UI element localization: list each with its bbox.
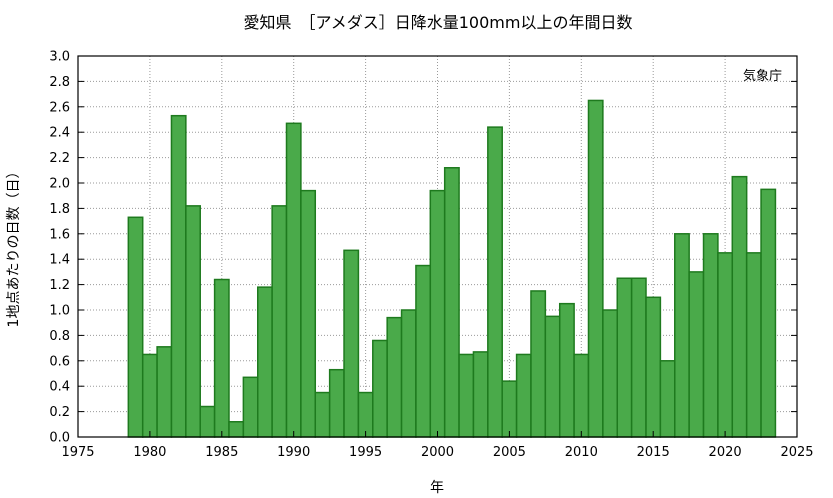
bar-1986 xyxy=(228,421,245,438)
y-tick-label: 1.4 xyxy=(49,253,70,268)
bar-2017 xyxy=(674,233,690,438)
bar-2023 xyxy=(760,188,777,438)
bar-1981 xyxy=(156,346,173,438)
bar-1996 xyxy=(372,339,388,438)
bar-1988 xyxy=(257,286,273,438)
y-tick-label: 0.0 xyxy=(49,431,70,446)
bar-1990 xyxy=(285,122,302,438)
bar-2016 xyxy=(659,360,676,438)
bar-2013 xyxy=(616,277,633,438)
bar-2015 xyxy=(645,296,662,438)
bar-1998 xyxy=(400,309,417,438)
y-tick-label: 2.2 xyxy=(49,151,70,166)
x-tick-layer: 1975 1980 1985 1990 1995 2000 2005 2010 2015 2020… xyxy=(61,431,814,460)
x-tick-label: 1985 xyxy=(205,445,238,460)
bar-2005 xyxy=(501,380,518,438)
y-tick-label: 2.6 xyxy=(49,100,70,115)
bar-2001 xyxy=(443,167,460,438)
bar-1982 xyxy=(170,114,187,438)
x-axis-label: 年 xyxy=(430,480,444,496)
bar-2008 xyxy=(544,315,561,438)
bar-2021 xyxy=(731,175,748,438)
y-tick-label: 1.2 xyxy=(49,278,70,293)
bar-1980 xyxy=(141,353,158,438)
bar-1991 xyxy=(300,189,317,438)
bar-2010 xyxy=(573,353,590,438)
y-tick-label: 1.8 xyxy=(49,202,70,217)
bar-1993 xyxy=(328,368,345,438)
y-axis-label: 1地点あたりの日数（日） xyxy=(6,165,22,328)
bar-1995 xyxy=(357,391,374,438)
y-tick-label: 2.0 xyxy=(49,177,70,192)
y-tick-layer: 0.0 0.2 0.4 0.6 0.8 1.0 1.2 1.4 1.6 1.8 2.0 2.2 2.4 2… xyxy=(49,50,797,446)
bar-1983 xyxy=(185,205,201,438)
x-tick-label: 1990 xyxy=(277,445,310,460)
bar-1989 xyxy=(271,205,288,438)
bar-1984 xyxy=(199,405,216,438)
bar-2011 xyxy=(587,99,604,438)
y-tick-label: 1.0 xyxy=(49,304,70,319)
bar-2012 xyxy=(602,309,618,438)
credit-label: 気象庁 xyxy=(743,68,782,84)
x-tick-label: 2020 xyxy=(709,445,742,460)
y-tick-label: 0.4 xyxy=(49,380,70,395)
bar-1992 xyxy=(314,391,331,438)
x-tick-label: 1980 xyxy=(133,445,166,460)
bar-1979 xyxy=(127,216,144,438)
bar-2003 xyxy=(472,351,489,438)
x-tick-label: 1975 xyxy=(61,445,94,460)
y-tick-label: 2.4 xyxy=(49,126,70,141)
y-tick-label: 1.6 xyxy=(49,227,70,242)
y-tick-label: 2.8 xyxy=(49,75,70,90)
bar-2022 xyxy=(745,252,762,438)
x-tick-label: 1995 xyxy=(349,445,382,460)
bar-1999 xyxy=(415,264,432,438)
bar-2020 xyxy=(717,252,734,438)
bar-2000 xyxy=(429,189,446,438)
bar-2014 xyxy=(630,277,647,438)
bar-2009 xyxy=(558,302,575,438)
bar-1987 xyxy=(242,376,259,438)
bar-2002 xyxy=(458,353,475,438)
bar-1985 xyxy=(213,278,230,438)
x-tick-label: 2005 xyxy=(493,445,526,460)
bar-1994 xyxy=(343,249,360,438)
x-tick-label: 2015 xyxy=(637,445,670,460)
bar-2018 xyxy=(688,271,705,438)
bar-2006 xyxy=(515,353,532,438)
y-tick-label: 0.2 xyxy=(49,405,70,420)
x-tick-label: 2010 xyxy=(565,445,598,460)
bar-2004 xyxy=(487,126,503,438)
x-tick-label: 2000 xyxy=(421,445,454,460)
bar-2007 xyxy=(530,290,547,438)
bar-layer xyxy=(127,99,777,438)
bar-2019 xyxy=(702,233,719,438)
bar-1997 xyxy=(386,316,403,438)
y-tick-label: 3.0 xyxy=(49,50,70,65)
y-tick-label: 0.8 xyxy=(49,329,70,344)
chart-title: 愛知県 ［アメダス］日降水量100mm以上の年間日数 xyxy=(244,13,633,32)
y-tick-label: 0.6 xyxy=(49,354,70,369)
x-tick-label: 2025 xyxy=(780,445,813,460)
grid-layer xyxy=(78,56,797,437)
